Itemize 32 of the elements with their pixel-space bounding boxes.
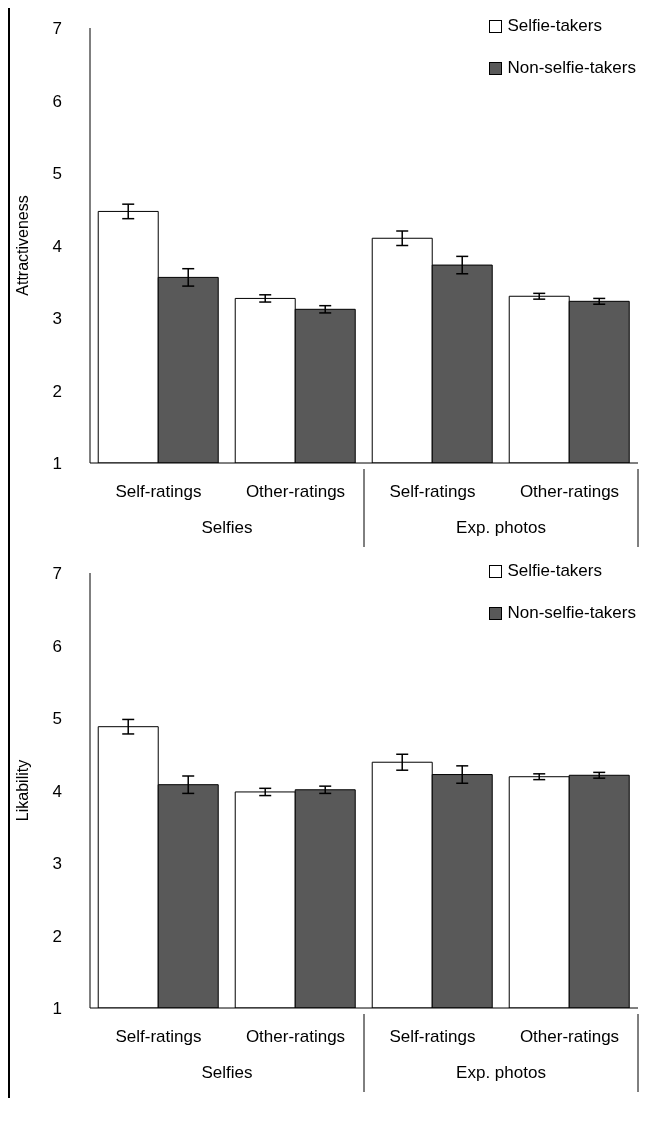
y-tick-label: 6 — [52, 636, 62, 656]
text: Exp. photos — [456, 1063, 546, 1082]
x-tick-label: Self-ratings — [115, 1027, 202, 1046]
y-axis-title: Attractiveness — [13, 195, 31, 296]
y-tick-label: 5 — [52, 709, 62, 729]
y-tick-label: 2 — [52, 926, 62, 946]
y-tick-label: 7 — [52, 19, 62, 39]
text: Selfies — [201, 518, 253, 537]
y-tick-label: 5 — [52, 164, 62, 184]
y-tick-label: 4 — [52, 236, 62, 256]
text: Exp. photos — [456, 518, 546, 537]
y-tick-label: 7 — [52, 564, 62, 584]
x-tick-label: Other-ratings — [245, 482, 346, 501]
y-tick-label: 3 — [52, 854, 62, 874]
y-tick-label: 3 — [52, 309, 62, 329]
y-tick-label: 4 — [52, 781, 62, 801]
legend-label: Non-selfie-takers — [507, 603, 636, 623]
x-tick-label: Self-ratings — [115, 482, 202, 501]
legend-label: Selfie-takers — [507, 561, 602, 581]
x-tick-label: Self-ratings — [389, 482, 476, 501]
x-tick-label: Other-ratings — [519, 1027, 620, 1046]
y-tick-label: 1 — [52, 999, 62, 1019]
text: Selfies — [201, 1063, 253, 1082]
x-tick-label: Self-ratings — [389, 1027, 476, 1046]
y-tick-label: 2 — [52, 381, 62, 401]
x-tick-label: Other-ratings — [245, 1027, 346, 1046]
legend-label: Selfie-takers — [507, 16, 602, 36]
y-tick-label: 1 — [52, 454, 62, 474]
x-tick-label: Other-ratings — [519, 482, 620, 501]
legend-label: Non-selfie-takers — [507, 58, 636, 78]
y-tick-label: 6 — [52, 91, 62, 111]
y-axis-title: Likability — [13, 759, 31, 822]
